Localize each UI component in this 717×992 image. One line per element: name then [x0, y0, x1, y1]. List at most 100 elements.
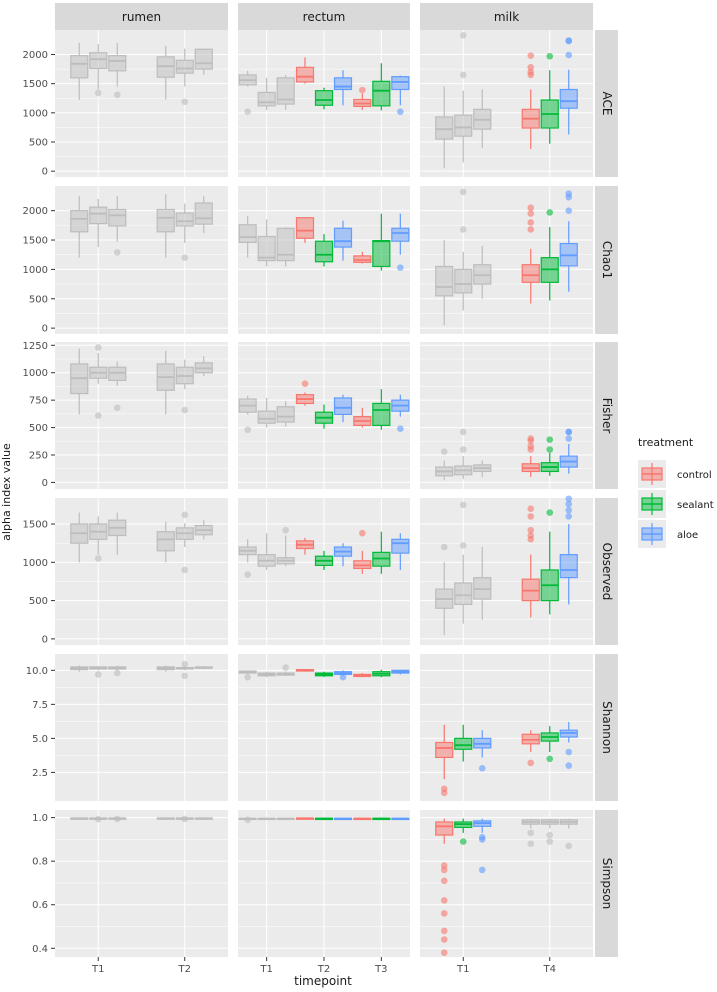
- boxplot-control: [295, 57, 315, 84]
- box-outlier: [546, 436, 554, 443]
- box-iqr: [257, 91, 276, 107]
- box-iqr: [194, 48, 213, 70]
- box-outlier: [527, 64, 535, 71]
- boxplot-aloe: [194, 520, 213, 540]
- y-axis-title: alpha index value: [0, 443, 13, 541]
- boxplot-sealant: [89, 815, 108, 823]
- boxplot-control: [70, 348, 89, 415]
- y-tick-label: 5.0: [32, 734, 48, 745]
- boxplot-control: [238, 670, 257, 681]
- box-iqr: [89, 52, 108, 70]
- box-outlier: [527, 526, 535, 534]
- boxplot-sealant: [372, 63, 391, 111]
- boxplot-control: [70, 665, 89, 672]
- box-iqr: [276, 406, 295, 423]
- row-strip: [595, 810, 618, 957]
- boxplot-sealant: [89, 516, 108, 562]
- boxplot-sealant: [175, 660, 194, 680]
- boxplot-aloe: [559, 428, 578, 474]
- boxplot-control: [435, 448, 454, 481]
- box-outlier: [527, 210, 535, 217]
- boxplot-control: [435, 543, 454, 636]
- boxplot-control: [238, 215, 257, 258]
- boxplot-aloe: [559, 722, 578, 769]
- boxplot-control: [70, 817, 89, 820]
- box-outlier: [244, 571, 251, 578]
- legend-key-aloe: aloe: [638, 520, 698, 548]
- box-iqr: [372, 80, 391, 107]
- row-strip-label: Chao1: [600, 241, 614, 279]
- boxplot-control: [156, 521, 175, 563]
- column-strip: [420, 3, 593, 30]
- box-outlier: [459, 71, 467, 79]
- box-outlier: [94, 671, 102, 678]
- y-tick-label: 1000: [23, 558, 48, 569]
- boxplot-control: [70, 42, 89, 100]
- box-outlier: [527, 840, 535, 848]
- boxplot-sealant: [175, 48, 194, 106]
- box-outlier: [527, 442, 535, 450]
- box-iqr: [108, 55, 127, 72]
- boxplot-aloe: [276, 74, 295, 110]
- boxplot-control: [435, 240, 454, 326]
- boxplot-aloe: [391, 817, 410, 821]
- box-outlier: [546, 838, 554, 845]
- boxplot-aloe: [276, 227, 295, 267]
- row-strip: [595, 30, 618, 177]
- x-tick-label: T3: [374, 964, 387, 975]
- x-tick-label: T4: [543, 964, 556, 975]
- box-iqr: [194, 202, 213, 225]
- boxplot-aloe: [391, 213, 410, 271]
- y-tick-label: 7.5: [32, 700, 48, 711]
- box-iqr: [391, 538, 410, 554]
- box-outlier: [478, 836, 486, 843]
- y-tick-label: 0.6: [32, 900, 48, 911]
- box-outlier: [565, 207, 573, 214]
- panel-background: [55, 810, 228, 957]
- box-iqr: [372, 402, 391, 426]
- y-tick-label: 1500: [23, 236, 48, 247]
- column-strip-label: rumen: [122, 10, 161, 24]
- box-iqr: [314, 90, 334, 106]
- boxplot-sealant: [454, 818, 473, 845]
- box-outlier: [459, 188, 467, 196]
- box-iqr: [454, 737, 473, 750]
- box-outlier: [94, 815, 102, 823]
- boxplot-aloe: [559, 37, 578, 135]
- y-tick-label: 500: [29, 138, 48, 149]
- boxplot-aloe: [473, 460, 492, 477]
- box-iqr: [70, 55, 89, 79]
- box-outlier: [244, 816, 251, 824]
- facet-strips-layer: rumen rectum milk ACE Chao1 Fisher Observed Sha…: [55, 3, 618, 957]
- box-iqr: [391, 76, 410, 91]
- boxplot-sealant: [454, 428, 473, 480]
- boxplot-aloe: [391, 75, 410, 115]
- box-outlier: [440, 866, 448, 874]
- boxplot-aloe: [473, 818, 492, 874]
- boxplot-control: [353, 529, 372, 574]
- boxplot-aloe: [194, 817, 213, 820]
- box-iqr: [108, 366, 127, 381]
- box-outlier: [440, 927, 448, 935]
- boxplot-aloe: [333, 70, 353, 106]
- boxplot-control: [70, 512, 89, 563]
- box-outlier: [459, 428, 467, 436]
- row-strip: [595, 654, 618, 801]
- box-outlier: [94, 412, 102, 419]
- boxplot-control: [238, 395, 257, 434]
- legend: treatment control sealant aloe: [638, 436, 714, 548]
- box-iqr: [454, 268, 473, 294]
- panel-background: [55, 498, 228, 645]
- box-iqr: [257, 410, 276, 424]
- boxplot-sealant: [175, 203, 194, 261]
- box-outlier: [440, 543, 448, 551]
- box-outlier: [527, 226, 535, 233]
- boxplot-sealant: [89, 344, 108, 419]
- box-outlier: [244, 673, 251, 681]
- axes-layer: 0 500 1000 1500 2000 0 500 1000 1500 2000 0 250 500 7…: [23, 50, 556, 975]
- box-outlier: [565, 748, 573, 756]
- boxplot-sealant: [257, 397, 276, 428]
- boxplot-control: [295, 817, 315, 820]
- boxplot-control: [521, 435, 540, 477]
- box-outlier: [440, 448, 448, 456]
